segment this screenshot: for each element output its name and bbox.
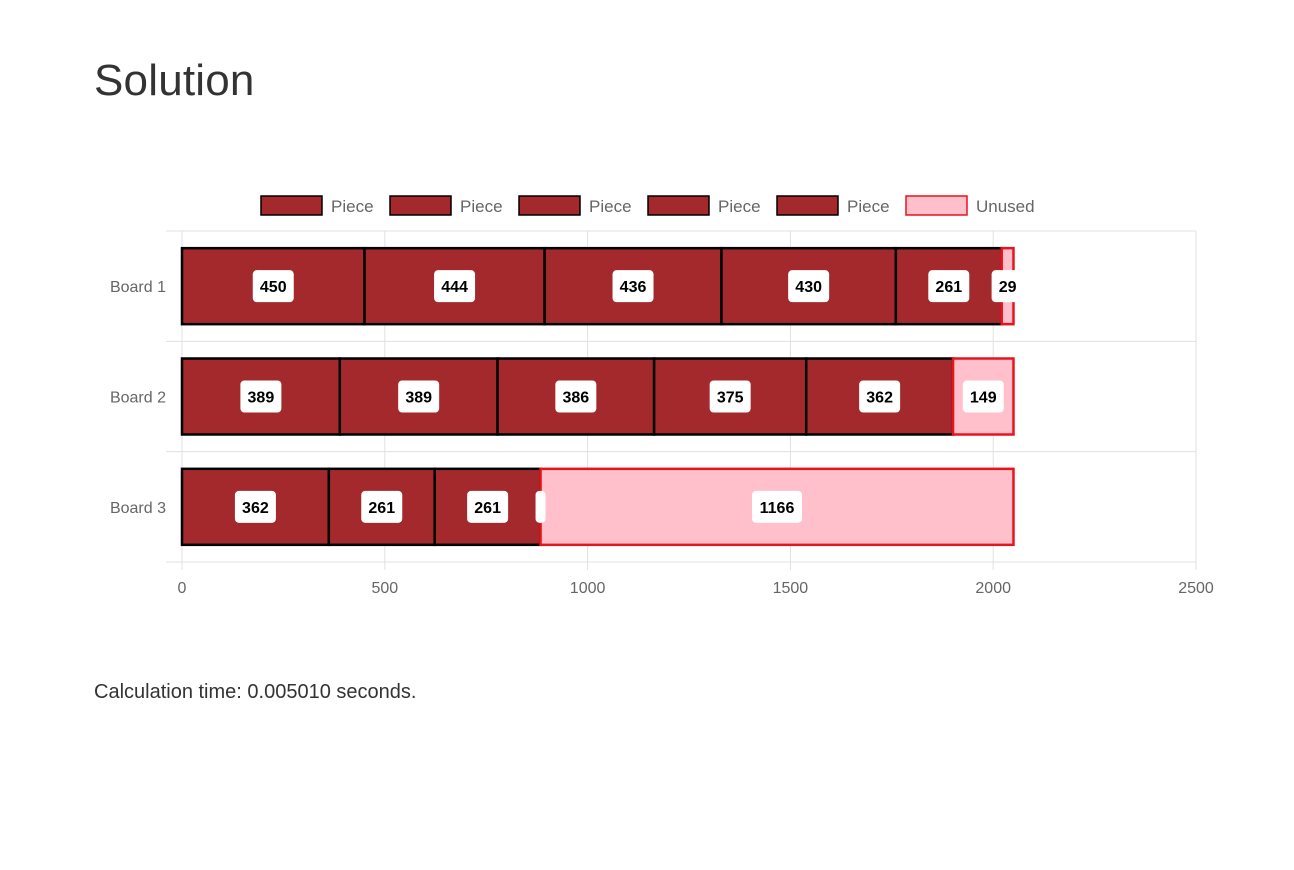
value-labels: 450 444 436 430 261 29 389 389 386 375 362 149 362 26… [234,270,1024,523]
value-label: 450 [260,279,287,296]
value-label: 375 [717,390,744,407]
x-tick-label: 1000 [570,580,606,597]
value-label: 362 [242,500,269,517]
value-label-box [709,380,751,413]
x-tick-label: 2500 [1178,580,1214,597]
value-label: 261 [368,500,395,517]
legend-swatch-piece [518,195,581,216]
legend-label[interactable]: Piece [460,197,503,216]
value-label-box [240,380,282,413]
value-label-box [991,270,1024,303]
legend-swatch-piece [389,195,452,216]
legend-swatch-piece [776,195,839,216]
value-label-box [467,490,509,523]
stacked-bar-chart: 450 444 436 430 261 29 389 389 386 375 362 149 362 26… [110,195,1214,597]
value-label: 430 [795,279,822,296]
value-label: 389 [405,390,432,407]
value-label: 29 [999,279,1017,296]
value-label-box [234,490,276,523]
value-label-box [252,270,294,303]
y-tick-label: Board 3 [110,500,166,517]
value-label: 261 [474,500,501,517]
calculation-label: Calculation time: [94,681,242,703]
value-label-box [859,380,901,413]
piece-segment [894,246,1003,326]
value-label-box [398,380,440,413]
value-label-box [555,380,597,413]
legend-label[interactable]: Piece [718,197,761,216]
value-label-box [535,490,546,523]
value-label: 1166 [760,500,795,517]
value-label-box [612,270,654,303]
value-label-box [434,270,476,303]
value-label-box [788,270,830,303]
legend-swatch-piece [647,195,710,216]
value-label-box [752,490,803,523]
value-label: 444 [441,279,468,296]
legend-label[interactable]: Unused [976,197,1035,216]
legend-label[interactable]: Piece [589,197,632,216]
piece-segment [804,357,955,436]
axes: 0 500 1000 1500 2000 2500 Board 1 Board 2 Board … [110,279,1214,597]
value-label: 149 [970,390,997,407]
legend-label[interactable]: Piece [847,197,890,216]
value-label: 389 [248,390,275,407]
x-tick-label: 0 [178,580,187,597]
calculation-time: Calculation time: 0.005010 seconds. [94,681,416,704]
legend: Piece Piece Piece Piece Piece Unused [260,195,1035,216]
value-label: 261 [935,279,962,296]
x-tick-label: 500 [371,580,398,597]
legend-label[interactable]: Piece [331,197,374,216]
value-label: 386 [562,390,589,407]
value-label-box [928,270,970,303]
page-title: Solution [94,56,255,105]
y-tick-label: Board 1 [110,279,166,296]
x-tick-label: 1500 [773,580,809,597]
value-label-box [361,490,403,523]
legend-swatch-unused [905,195,968,216]
legend-swatch-piece [260,195,323,216]
x-tick-label: 2000 [975,580,1011,597]
value-label-box [962,380,1004,413]
value-label: 362 [866,390,893,407]
value-label: 436 [620,279,647,296]
y-tick-label: Board 2 [110,390,166,407]
calculation-value: 0.005010 seconds. [247,681,417,703]
